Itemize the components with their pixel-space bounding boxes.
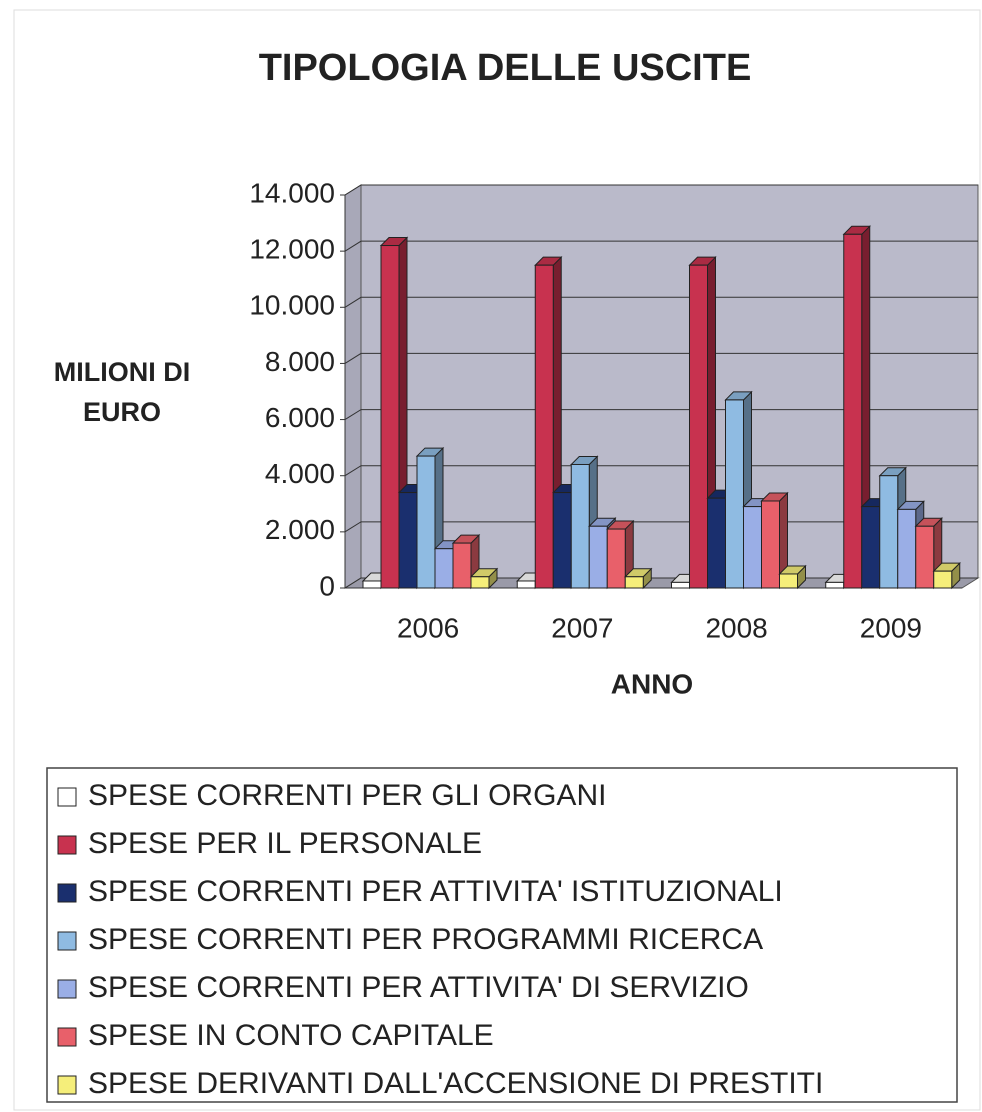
y-axis-label: MILIONI DI [54, 357, 191, 387]
bar [470, 576, 490, 589]
bar [707, 497, 726, 589]
y-tick-label: 0 [319, 570, 335, 601]
grid-line [344, 296, 978, 308]
y-tick-label: 2.000 [265, 514, 335, 545]
y-axis-label: EURO [83, 397, 161, 427]
bar [725, 399, 744, 589]
bar [380, 245, 400, 589]
bar [843, 233, 863, 589]
legend-label: SPESE CORRENTI PER PROGRAMMI RICERCA [88, 923, 763, 956]
bar [606, 528, 626, 589]
bar [743, 506, 762, 589]
side-wall [344, 184, 362, 589]
y-tick-label: 4.000 [265, 458, 335, 489]
legend-label: SPESE CORRENTI PER ATTIVITA' DI SERVIZIO [88, 971, 749, 1004]
legend-swatch [57, 979, 77, 999]
grid-line [344, 184, 978, 196]
bar [552, 492, 572, 589]
legend-label: SPESE IN CONTO CAPITALE [88, 1019, 494, 1052]
bar [516, 580, 536, 589]
bar [879, 475, 899, 589]
bar [362, 580, 382, 589]
legend-label: SPESE PER IL PERSONALE [88, 827, 482, 860]
y-tick-label: 6.000 [265, 402, 335, 433]
y-tick-label: 8.000 [265, 346, 335, 377]
legend-swatch [57, 835, 77, 855]
grid-line [344, 465, 978, 477]
y-tick-label: 10.000 [249, 290, 335, 321]
bar [861, 506, 881, 589]
legend-swatch [57, 1027, 77, 1047]
legend-swatch [57, 931, 77, 951]
x-tick-label: 2008 [705, 612, 767, 643]
bar [416, 455, 436, 589]
grid-line [344, 409, 978, 420]
bar [671, 581, 690, 589]
bar [897, 508, 917, 589]
bar [398, 492, 418, 589]
grid-line [344, 240, 978, 252]
x-tick-label: 2009 [860, 612, 922, 643]
legend-label: SPESE CORRENTI PER ATTIVITA' ISTITUZIONA… [88, 875, 783, 908]
bar [933, 570, 953, 589]
y-tick-label: 14.000 [249, 177, 335, 208]
x-tick-label: 2006 [397, 612, 459, 643]
bar [452, 542, 472, 589]
x-axis-label: ANNO [611, 668, 693, 699]
bar [624, 576, 644, 589]
bar [570, 463, 590, 589]
legend-box [46, 767, 958, 1103]
legend-swatch [57, 1075, 77, 1095]
legend-label: SPESE CORRENTI PER GLI ORGANI [88, 779, 606, 812]
chart-title: TIPOLOGIA DELLE USCITE [259, 47, 752, 89]
bar [761, 500, 780, 589]
bar [689, 264, 708, 589]
bar [588, 525, 608, 589]
bar [434, 548, 454, 589]
bar [779, 573, 798, 589]
bar [915, 525, 935, 589]
x-tick-label: 2007 [551, 612, 613, 643]
bar [534, 264, 554, 589]
legend-label: SPESE DERIVANTI DALL'ACCENSIONE DI PREST… [88, 1067, 823, 1100]
legend-swatch [57, 883, 77, 903]
legend-swatch [57, 787, 77, 807]
y-tick-label: 12.000 [249, 234, 335, 265]
grid-line [344, 352, 978, 364]
bar [825, 581, 845, 589]
